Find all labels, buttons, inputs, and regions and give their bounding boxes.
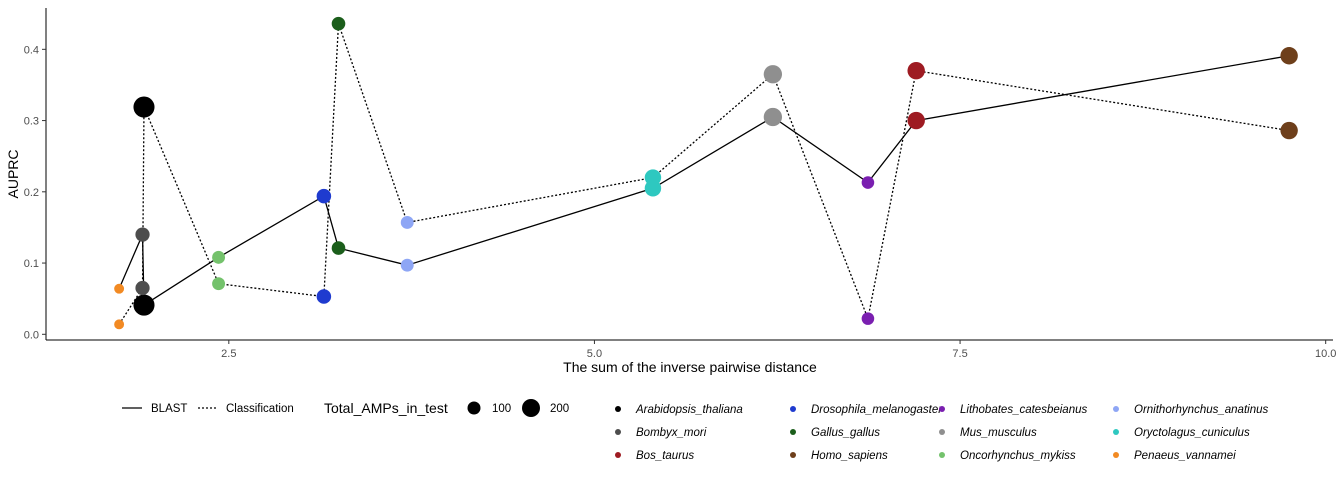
species-legend-label: Drosophila_melanogaster	[811, 404, 943, 416]
point-classification-arabidopsis-thaliana	[133, 96, 155, 118]
point-classification-ornithorhynchus-anatinus	[400, 215, 414, 229]
species-legend-swatch	[939, 429, 945, 435]
species-legend-label: Homo_sapiens	[811, 450, 888, 462]
series-line-classification	[118, 23, 1290, 325]
species-legend-swatch	[615, 452, 621, 458]
series-points	[114, 16, 1298, 330]
point-blast-lithobates-catesbeianus	[861, 176, 875, 189]
species-legend-label: Oryctolagus_cuniculus	[1134, 427, 1250, 439]
x-axis-ticks: 2.5 5.0 7.5 10.0	[221, 340, 1336, 360]
species-legend-label: Penaeus_vannamei	[1134, 450, 1236, 462]
legend-blast-label: BLAST	[151, 403, 187, 415]
point-blast-bombyx-mori	[135, 227, 150, 242]
size-legend: Total_AMPs_in_test 100 200	[324, 399, 569, 417]
species-legend-label: Bos_taurus	[636, 450, 694, 462]
point-classification-oncorhynchus-mykiss	[212, 277, 226, 291]
species-legend-label: Arabidopsis_thaliana	[635, 404, 743, 416]
y-tick-label: 0.4	[24, 44, 39, 56]
size-legend-title: Total_AMPs_in_test	[324, 400, 448, 416]
point-blast-gallus-gallus	[331, 241, 346, 255]
point-blast-ornithorhynchus-anatinus	[400, 258, 414, 272]
series-line-blast	[118, 55, 1290, 307]
species-legend-swatch	[790, 429, 796, 435]
x-axis-title: The sum of the inverse pairwise distance	[563, 359, 817, 375]
point-blast-penaeus-vannamei	[114, 283, 125, 294]
x-tick-label: 5.0	[587, 348, 602, 360]
point-blast-mus-musculus	[763, 107, 783, 127]
species-legend-label: Lithobates_catesbeianus	[960, 404, 1087, 416]
size-legend-100-swatch	[467, 401, 481, 415]
species-legend-label: Bombyx_mori	[636, 427, 707, 439]
species-legend-swatch	[615, 429, 621, 435]
y-axis-title: AUPRC	[5, 149, 21, 198]
species-legend-swatch	[1113, 452, 1119, 458]
point-classification-gallus-gallus	[331, 16, 346, 31]
point-blast-bos-taurus	[907, 111, 925, 130]
point-blast-homo-sapiens	[1280, 47, 1298, 65]
size-legend-100-label: 100	[492, 403, 511, 415]
y-tick-label: 0.1	[24, 258, 39, 270]
y-tick-label: 0.3	[24, 116, 39, 128]
point-classification-bos-taurus	[907, 61, 925, 80]
point-classification-bombyx-mori	[135, 280, 150, 296]
x-tick-label: 10.0	[1315, 348, 1336, 360]
species-legend-label: Oncorhynchus_mykiss	[960, 450, 1076, 462]
point-classification-drosophila-melanogaster	[316, 289, 332, 304]
point-blast-oncorhynchus-mykiss	[212, 250, 226, 264]
y-tick-label: 0.2	[24, 187, 39, 199]
point-blast-drosophila-melanogaster	[316, 188, 332, 204]
linetype-legend: BLAST Classification	[122, 403, 294, 415]
species-legend-label: Mus_musculus	[960, 427, 1037, 439]
point-classification-penaeus-vannamei	[114, 319, 125, 330]
species-legend: Arabidopsis_thaliana Bombyx_mori Bos_tauru…	[615, 404, 1268, 462]
species-legend-swatch	[1113, 406, 1119, 412]
species-legend-swatch	[1113, 429, 1119, 435]
point-classification-mus-musculus	[763, 65, 783, 84]
species-legend-swatch	[939, 452, 945, 458]
size-legend-200-swatch	[522, 399, 540, 417]
point-classification-oryctolagus-cuniculus	[644, 169, 662, 186]
species-legend-label: Ornithorhynchus_anatinus	[1134, 404, 1268, 416]
species-legend-swatch	[939, 406, 945, 412]
species-legend-swatch	[615, 406, 621, 412]
y-axis-ticks: 0.0 0.1 0.2 0.3 0.4	[24, 44, 46, 341]
x-tick-label: 7.5	[952, 348, 967, 360]
point-classification-homo-sapiens	[1280, 121, 1298, 140]
plot-panel: 0.0 0.1 0.2 0.3 0.4 2.5 5.0 7.5 10.0	[24, 8, 1336, 360]
point-classification-lithobates-catesbeianus	[861, 312, 875, 325]
size-legend-200-label: 200	[550, 403, 569, 415]
species-legend-swatch	[790, 452, 796, 458]
legend-classification-label: Classification	[226, 403, 294, 415]
series-lines	[118, 23, 1290, 325]
species-legend-swatch	[790, 406, 796, 412]
species-legend-label: Gallus_gallus	[811, 427, 880, 439]
y-tick-label: 0.0	[24, 329, 39, 341]
point-blast-arabidopsis-thaliana	[133, 294, 155, 316]
x-tick-label: 2.5	[221, 348, 236, 360]
